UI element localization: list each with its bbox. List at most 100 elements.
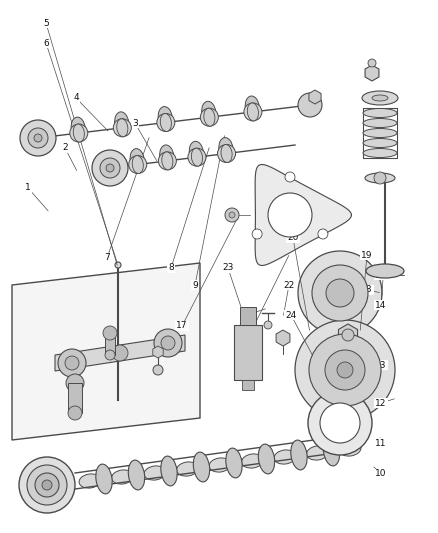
Circle shape — [200, 108, 219, 126]
Text: 16: 16 — [243, 332, 255, 341]
Ellipse shape — [362, 91, 398, 105]
Ellipse shape — [71, 117, 85, 139]
Circle shape — [342, 329, 354, 341]
Circle shape — [244, 103, 262, 121]
Circle shape — [218, 144, 236, 163]
Circle shape — [161, 336, 175, 350]
Ellipse shape — [128, 460, 145, 490]
Ellipse shape — [323, 436, 340, 466]
Text: 8: 8 — [168, 263, 174, 272]
Text: 19: 19 — [361, 251, 373, 260]
Circle shape — [106, 164, 114, 172]
Ellipse shape — [177, 462, 198, 476]
Text: 17: 17 — [176, 321, 188, 330]
Circle shape — [34, 134, 42, 142]
Text: 7: 7 — [104, 254, 110, 262]
Circle shape — [159, 152, 177, 170]
Circle shape — [70, 124, 88, 142]
Circle shape — [68, 406, 82, 420]
Text: 14: 14 — [375, 301, 387, 310]
Polygon shape — [153, 346, 163, 358]
Ellipse shape — [363, 109, 397, 117]
Text: 21: 21 — [241, 311, 253, 319]
Ellipse shape — [366, 264, 404, 278]
Circle shape — [129, 156, 147, 174]
Ellipse shape — [245, 96, 259, 118]
Circle shape — [374, 172, 386, 184]
Ellipse shape — [209, 458, 231, 472]
Polygon shape — [55, 335, 185, 371]
Bar — [240, 307, 256, 325]
Text: 5: 5 — [43, 19, 49, 28]
Circle shape — [264, 321, 272, 329]
Ellipse shape — [307, 446, 328, 460]
Text: 13: 13 — [375, 360, 387, 369]
Circle shape — [42, 480, 52, 490]
Text: 22: 22 — [283, 280, 295, 289]
Ellipse shape — [247, 103, 258, 121]
Circle shape — [157, 114, 175, 132]
Circle shape — [20, 120, 56, 156]
Ellipse shape — [363, 139, 397, 148]
Ellipse shape — [226, 448, 242, 478]
Ellipse shape — [189, 141, 203, 163]
Circle shape — [105, 350, 115, 360]
Ellipse shape — [161, 456, 177, 486]
Text: 4: 4 — [73, 93, 79, 102]
Circle shape — [318, 229, 328, 239]
Text: 3: 3 — [132, 118, 138, 127]
Circle shape — [100, 158, 120, 178]
Text: 20: 20 — [287, 233, 299, 243]
Circle shape — [112, 345, 128, 361]
Circle shape — [115, 262, 121, 268]
Text: 18: 18 — [361, 286, 373, 295]
Polygon shape — [276, 330, 290, 346]
Circle shape — [66, 374, 84, 392]
Ellipse shape — [201, 101, 216, 123]
Ellipse shape — [112, 470, 134, 484]
Ellipse shape — [144, 466, 166, 480]
Bar — [105, 333, 115, 355]
Text: 2: 2 — [62, 143, 68, 152]
Polygon shape — [339, 324, 357, 346]
Ellipse shape — [365, 173, 395, 183]
Polygon shape — [255, 165, 351, 265]
Circle shape — [298, 251, 382, 335]
Text: 12: 12 — [375, 399, 387, 408]
Ellipse shape — [79, 474, 101, 488]
Ellipse shape — [160, 114, 171, 132]
Ellipse shape — [193, 452, 210, 482]
Polygon shape — [365, 65, 379, 81]
Polygon shape — [12, 263, 200, 440]
Ellipse shape — [258, 444, 275, 474]
Text: 9: 9 — [192, 280, 198, 289]
Circle shape — [188, 148, 206, 166]
Circle shape — [312, 265, 368, 321]
Circle shape — [308, 391, 372, 455]
Polygon shape — [309, 90, 321, 104]
Circle shape — [65, 356, 79, 370]
Ellipse shape — [242, 454, 263, 468]
Ellipse shape — [219, 138, 233, 159]
Circle shape — [153, 365, 163, 375]
Ellipse shape — [162, 152, 173, 170]
Ellipse shape — [130, 149, 144, 171]
Text: 6: 6 — [43, 38, 49, 47]
Ellipse shape — [73, 124, 85, 142]
Circle shape — [19, 457, 75, 513]
Bar — [68, 383, 82, 413]
Ellipse shape — [132, 156, 143, 174]
Ellipse shape — [339, 442, 361, 456]
Ellipse shape — [96, 464, 112, 494]
Circle shape — [113, 119, 131, 137]
Ellipse shape — [274, 450, 296, 464]
Ellipse shape — [117, 119, 128, 137]
Ellipse shape — [160, 145, 174, 167]
Circle shape — [252, 229, 262, 239]
Circle shape — [58, 349, 86, 377]
Ellipse shape — [291, 440, 307, 470]
Text: 15: 15 — [375, 271, 387, 279]
Circle shape — [225, 208, 239, 222]
Text: 10: 10 — [375, 470, 387, 479]
Text: 23: 23 — [223, 263, 234, 272]
